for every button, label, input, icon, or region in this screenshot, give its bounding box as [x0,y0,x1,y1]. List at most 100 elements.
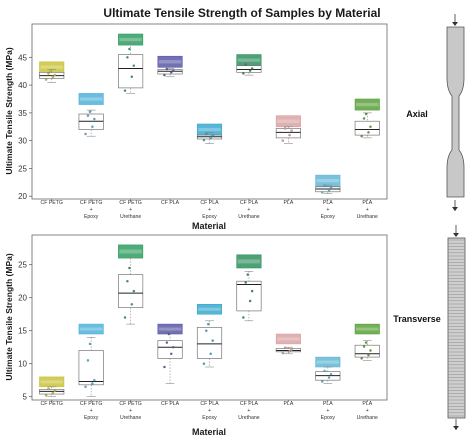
x-tick-label: + [326,207,329,213]
group-color-band-stripe [316,179,340,183]
transverse-specimen-illustration [447,225,466,430]
data-point [163,365,166,369]
data-point [244,63,247,66]
data-point [170,352,173,355]
data-point [202,138,206,142]
data-point [360,135,363,138]
data-point [202,362,206,365]
data-point [288,133,291,137]
x-tick-label: Urethane [120,415,141,421]
x-tick-label: CF PLA [200,401,219,407]
data-point [207,322,210,326]
group-color-band-stripe [356,327,379,331]
x-tick-label: PLA [323,401,333,407]
x-tick-label: Urethane [238,415,259,421]
data-point [362,117,366,120]
data-point [205,329,208,332]
data-point [126,56,129,59]
box [354,344,380,358]
x-tick-label: Epoxy [84,415,99,421]
x-tick-label: + [247,207,250,213]
x-tick-label: Urethane [357,214,378,220]
y-tick-label: 40 [18,81,27,90]
data-point [290,129,293,132]
group-color-band-stripe [158,60,182,64]
x-axis-label-axial: Material [192,221,226,231]
x-tick-label: PLA [283,401,293,407]
data-point [367,353,370,357]
data-point [211,339,214,342]
data-point [360,357,363,360]
x-tick-label: Urethane [120,214,141,220]
data-point [84,132,87,136]
data-point [47,387,50,390]
box [157,69,183,75]
y-tick-label: 25 [18,261,27,270]
data-point [283,346,287,350]
x-tick-label: Urethane [238,214,259,220]
x-tick-label: CF PETG [40,200,62,206]
data-point [123,316,127,319]
x-tick-label: + [247,408,250,414]
y-tick-label: 20 [18,192,27,201]
group-color-band [157,55,183,68]
x-tick-label: CF PLA [240,401,259,407]
data-point [281,139,284,142]
x-tick-label: CF PETG [40,401,62,407]
x-tick-label: + [90,408,93,414]
x-tick-label: CF PLA [240,200,259,206]
data-point [244,281,247,284]
data-point [93,117,96,121]
x-tick-label: Epoxy [321,415,336,421]
data-point [248,299,252,303]
group-color-band [236,254,262,269]
group-color-band-stripe [119,37,142,42]
data-point [44,394,48,397]
data-point [93,379,96,382]
group-color-band-stripe [237,58,261,62]
box [118,274,144,308]
group-color-band-stripe [119,249,142,254]
data-point [132,289,136,293]
data-point [364,112,368,116]
data-point [84,385,87,388]
data-point [88,342,92,346]
group-color-band [196,303,223,315]
data-point [242,72,245,75]
data-point [323,184,326,187]
y-tick-label: 20 [18,294,27,303]
y-tick-label: 30 [18,137,27,146]
x-tick-label: Epoxy [84,214,99,220]
x-tick-label: PLA [362,200,372,206]
group-color-band-stripe [316,360,340,364]
x-tick-label: CF PETG [80,401,102,407]
data-point [167,332,171,336]
group-color-band [118,33,144,46]
y-tick-label: 25 [18,164,27,173]
group-color-band-stripe [158,327,182,331]
x-tick-label: Epoxy [202,214,217,220]
group-color-band-stripe [79,97,103,101]
box [236,65,262,73]
group-color-band-stripe [356,102,379,107]
group-color-band-stripe [237,259,261,264]
chart-title: Ultimate Tensile Strength of Samples by … [103,6,380,20]
group-color-band [78,93,104,105]
x-tick-label: CF PLA [161,401,180,407]
data-point [51,391,55,394]
x-tick-label: + [326,408,329,414]
data-point [362,345,366,348]
data-point [367,131,370,134]
data-point [369,349,372,352]
x-axis-label-transverse: Material [192,427,226,437]
data-point [47,72,50,75]
x-tick-label: PLA [283,200,293,206]
x-tick-label: PLA [323,200,333,206]
data-point [44,78,48,81]
y-axis-label-axial: Ultimate Tensile Strength (MPa) [4,47,14,175]
x-tick-label: CF PLA [161,200,180,206]
data-point [248,69,252,72]
group-color-band-stripe [277,119,300,123]
y-tick-label: 5 [23,393,28,402]
